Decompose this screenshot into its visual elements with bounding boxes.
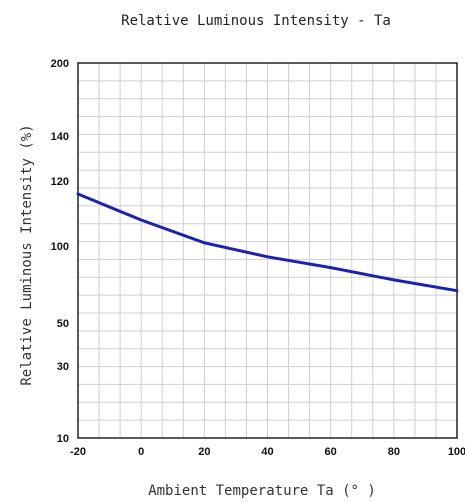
y-tick-label: 120 bbox=[51, 176, 69, 188]
x-axis-label: Ambient Temperature Ta (° ) bbox=[148, 483, 376, 499]
chart-title: Relative Luminous Intensity - Ta bbox=[121, 13, 391, 29]
plot-frame bbox=[77, 62, 458, 439]
x-tick-label: 100 bbox=[448, 446, 465, 458]
y-tick-label: 50 bbox=[57, 318, 69, 330]
y-tick-labels: 200 140 120 100 50 30 10 bbox=[51, 58, 69, 445]
y-tick-label: 200 bbox=[51, 58, 69, 70]
x-tick-label: 20 bbox=[198, 446, 210, 458]
x-tick-label: -20 bbox=[70, 446, 86, 458]
y-tick-label: 140 bbox=[51, 131, 69, 143]
grid bbox=[78, 63, 457, 438]
series-group bbox=[76, 192, 459, 293]
x-tick-labels: -20 0 20 40 60 80 100 bbox=[70, 446, 465, 458]
y-tick-label: 30 bbox=[57, 361, 69, 373]
x-tick-label: 0 bbox=[138, 446, 144, 458]
y-tick-label: 10 bbox=[57, 433, 69, 445]
y-tick-label: 100 bbox=[51, 241, 69, 253]
y-axis-label: Relative Luminous Intensity (%) bbox=[19, 124, 35, 385]
series-line bbox=[76, 192, 459, 293]
x-tick-label: 80 bbox=[388, 446, 400, 458]
x-tick-label: 60 bbox=[325, 446, 337, 458]
x-tick-label: 40 bbox=[261, 446, 273, 458]
